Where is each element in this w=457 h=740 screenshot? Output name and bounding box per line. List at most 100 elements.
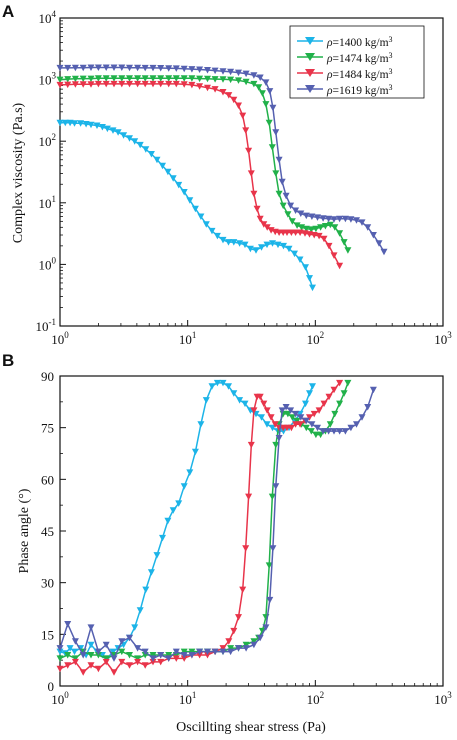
data-point-1484-kg-m3 [250,190,258,198]
data-point-1400-kg-m3 [164,168,172,176]
series-line-1484-kg-m3 [59,83,341,267]
data-point-1400-kg-m3 [131,624,139,631]
series-line-1400-kg-m3 [60,121,314,288]
data-point-1474-kg-m3 [157,75,165,82]
legend-sup-1400: 3 [389,35,393,44]
data-point-1474-kg-m3 [258,90,266,97]
data-point-1474-kg-m3 [165,652,173,659]
data-point-1474-kg-m3 [331,224,339,231]
data-point-1619-kg-m3 [330,216,338,223]
data-point-1400-kg-m3 [71,120,78,127]
data-point-1400-kg-m3 [225,383,232,390]
data-point-1400-kg-m3 [285,245,293,253]
data-point-1619-kg-m3 [269,545,277,552]
legend-rho-1484: ρ [326,69,333,81]
data-point-1400-kg-m3 [186,469,194,476]
data-point-1484-kg-m3 [250,407,258,414]
data-point-1484-kg-m3 [102,80,110,88]
data-point-1619-kg-m3 [275,435,283,442]
data-point-1474-kg-m3 [180,648,188,656]
data-point-1400-kg-m3 [263,241,271,249]
data-point-1619-kg-m3 [141,648,149,656]
data-point-1474-kg-m3 [250,80,258,88]
data-point-1400-kg-m3 [136,141,144,149]
data-point-1400-kg-m3 [246,245,254,253]
data-point-1400-kg-m3 [208,383,216,390]
data-point-1400-kg-m3 [269,424,276,432]
data-point-1474-kg-m3 [275,190,283,198]
data-point-1484-kg-m3 [196,83,204,90]
data-point-1619-kg-m3 [71,638,79,645]
data-point-1619-kg-m3 [102,64,110,71]
data-point-1474-kg-m3 [134,655,142,662]
data-point-1484-kg-m3 [336,262,344,270]
data-point-1484-kg-m3 [126,662,133,669]
data-point-1484-kg-m3 [134,658,142,666]
data-point-1400-kg-m3 [153,552,161,559]
data-point-1474-kg-m3 [94,652,102,659]
data-point-1474-kg-m3 [242,641,250,649]
data-point-1484-kg-m3 [235,102,242,109]
x-tick-label-a-1: 101 [179,330,197,347]
data-point-1400-kg-m3 [219,236,227,244]
data-point-1484-kg-m3 [126,80,133,88]
data-point-1619-kg-m3 [188,652,196,659]
legend-sup-1619: 3 [389,83,393,92]
x-tick-label-a-3: 103 [434,330,452,347]
data-point-1400-kg-m3 [230,390,238,397]
data-point-1474-kg-m3 [188,75,196,82]
data-point-1474-kg-m3 [64,76,72,83]
data-point-1474-kg-m3 [344,247,352,254]
data-point-1474-kg-m3 [227,76,235,84]
data-point-1474-kg-m3 [165,75,173,82]
panel-b-letter: B [2,351,14,370]
data-point-1484-kg-m3 [141,662,149,669]
data-point-1619-kg-m3 [149,64,157,72]
data-point-1619-kg-m3 [157,652,165,659]
data-point-1619-kg-m3 [297,414,305,421]
data-point-1474-kg-m3 [102,655,110,662]
data-point-1484-kg-m3 [225,92,233,99]
data-point-1619-kg-m3 [250,641,258,649]
data-point-1484-kg-m3 [235,614,242,621]
data-point-1474-kg-m3 [336,230,344,237]
data-point-1619-kg-m3 [188,66,196,73]
data-point-1400-kg-m3 [191,448,199,456]
data-point-1400-kg-m3 [296,256,304,263]
data-point-1619-kg-m3 [134,64,142,72]
data-point-1400-kg-m3 [202,397,210,404]
data-point-1474-kg-m3 [71,655,79,662]
data-point-1619-kg-m3 [375,240,383,247]
data-point-1474-kg-m3 [227,645,235,652]
data-point-1619-kg-m3 [297,210,305,217]
data-point-1619-kg-m3 [94,648,102,656]
data-point-1619-kg-m3 [325,215,333,223]
data-point-1474-kg-m3 [265,562,273,569]
data-point-1474-kg-m3 [272,441,280,449]
data-point-1484-kg-m3 [225,638,233,645]
data-point-1484-kg-m3 [283,229,291,236]
data-point-1400-kg-m3 [131,138,139,145]
data-point-1400-kg-m3 [219,379,227,387]
data-point-1474-kg-m3 [307,226,315,233]
data-point-1474-kg-m3 [110,75,118,82]
data-point-1400-kg-m3 [61,119,69,127]
data-point-1619-kg-m3 [319,428,327,435]
legend-sup-1484: 3 [389,67,393,76]
chart-panel-b: 100 101 102 103 0 15 30 45 60 75 90 Phase angle (°… [17,369,452,735]
data-point-1484-kg-m3 [256,393,264,401]
data-point-1484-kg-m3 [310,232,318,239]
data-point-1484-kg-m3 [64,662,72,669]
svg-text:ρ=1484 kg/m3: ρ=1484 kg/m3 [326,67,393,82]
data-point-1474-kg-m3 [272,170,280,177]
data-point-1484-kg-m3 [245,493,253,501]
data-point-1619-kg-m3 [369,232,377,239]
data-point-1400-kg-m3 [241,400,249,408]
data-point-1619-kg-m3 [141,64,149,72]
data-point-1400-kg-m3 [56,119,64,127]
data-point-1484-kg-m3 [110,669,118,676]
data-point-1400-kg-m3 [109,127,117,134]
y-tick-label-a-0: 10-1 [36,317,57,334]
data-point-1619-kg-m3 [266,596,274,604]
